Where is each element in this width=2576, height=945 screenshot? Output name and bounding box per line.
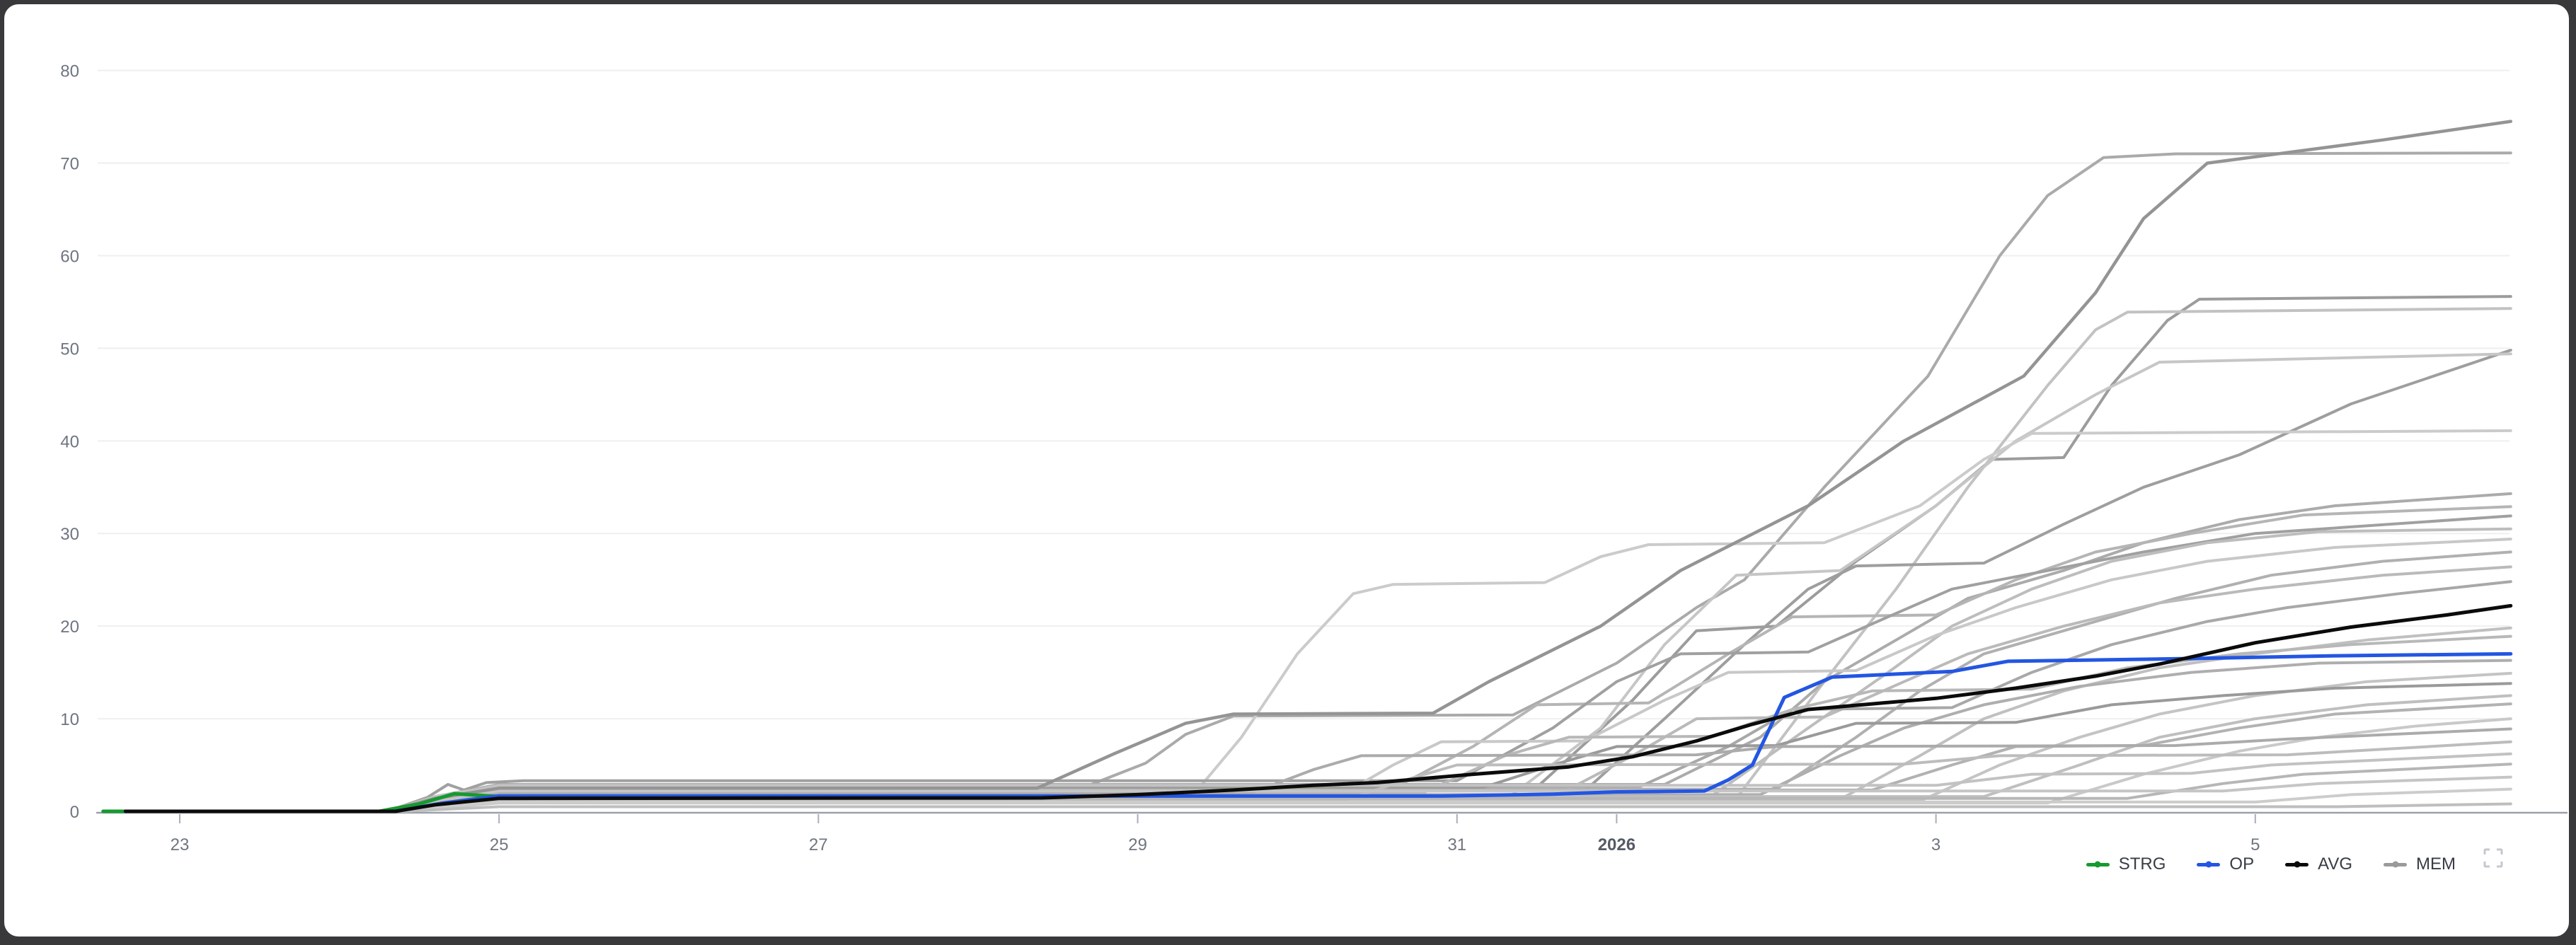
line-chart[interactable]: 0 10 20 30 40 50 60 70 80 23 25 27 29 31 2026 3 5 (4, 4, 2569, 937)
y-axis-label-40: 40 (60, 432, 79, 451)
fullscreen-icon (2483, 848, 2503, 868)
series-line-MEM (110, 120, 2513, 813)
x-axis-label-25: 25 (490, 835, 509, 854)
chart-card: 0 10 20 30 40 50 60 70 80 23 25 27 29 31 2026 3 5 STRG OP… (4, 4, 2569, 937)
legend-marker-dot (2205, 861, 2212, 868)
legend: STRG OP AVG MEM (2086, 850, 2456, 879)
legend-item-AVG[interactable]: AVG (2285, 856, 2352, 873)
x-axis-label-23: 23 (171, 835, 190, 854)
series-line-OP (123, 651, 2513, 813)
x-axis-label-27: 27 (809, 835, 828, 854)
x-axis-label-29: 29 (1128, 835, 1147, 854)
legend-item-OP[interactable]: OP (2197, 856, 2254, 873)
legend-swatch-STRG (2086, 861, 2110, 868)
legend-label: STRG (2118, 854, 2166, 874)
series-line-run-49 (111, 352, 2512, 813)
x-axis-label-2026: 2026 (1598, 835, 1635, 854)
series-line-run-54 (111, 307, 2512, 813)
y-axis-label-70: 70 (60, 155, 79, 174)
y-axis-label-80: 80 (60, 62, 79, 81)
series-line-run-25 (111, 580, 2512, 813)
y-axis-label-60: 60 (60, 247, 79, 266)
legend-swatch-AVG (2285, 861, 2309, 868)
legend-label: OP (2229, 854, 2255, 874)
y-axis-label-20: 20 (60, 618, 79, 637)
y-axis-label-50: 50 (60, 340, 79, 359)
fullscreen-button[interactable] (2483, 847, 2504, 869)
x-axis-label-3: 3 (1931, 835, 1940, 854)
series-line-run-50 (111, 349, 2512, 813)
x-axis-label-5: 5 (2250, 835, 2260, 854)
series-line-run-32 (111, 514, 2512, 813)
legend-marker-dot (2094, 861, 2101, 868)
y-axis-label-10: 10 (60, 710, 79, 729)
legend-swatch-MEM (2384, 861, 2407, 868)
legend-item-MEM[interactable]: MEM (2384, 856, 2456, 873)
legend-swatch-OP (2197, 861, 2221, 868)
y-axis-label-0: 0 (70, 803, 79, 822)
legend-marker-dot (2294, 861, 2301, 868)
series-line-AVG (123, 603, 2513, 813)
legend-label: AVG (2318, 854, 2352, 874)
y-axis-label-30: 30 (60, 525, 79, 544)
x-axis-label-31: 31 (1447, 835, 1466, 854)
legend-item-STRG[interactable]: STRG (2086, 856, 2166, 873)
legend-label: MEM (2416, 854, 2456, 874)
legend-marker-dot (2392, 861, 2398, 868)
